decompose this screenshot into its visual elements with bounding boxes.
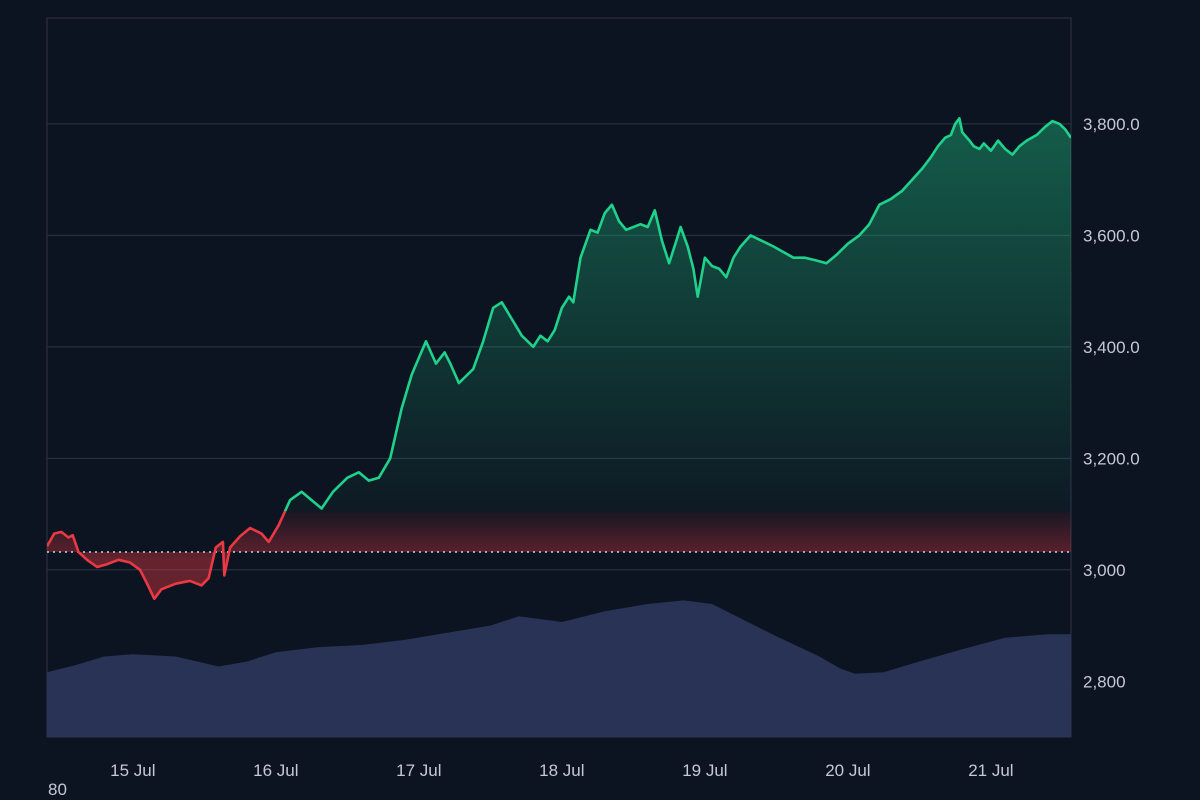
y-tick-label-2: 3,200.0 [1083,449,1140,468]
price-area-fill [47,118,1071,599]
stray-axis-label: 80 [48,780,67,799]
price-line-down [47,511,287,601]
x-tick-label-0: 15 Jul [110,761,155,780]
y-axis: 2,800 3,000 3,200.0 3,400.0 3,600.0 3,800.0 [1083,115,1140,691]
price-line-up [283,117,1071,511]
x-tick-label-3: 18 Jul [539,761,584,780]
y-tick-label-5: 3,800.0 [1083,115,1140,134]
price-line [47,117,1071,601]
x-tick-label-6: 21 Jul [968,761,1013,780]
x-tick-label-1: 16 Jul [253,761,298,780]
x-tick-label-2: 17 Jul [396,761,441,780]
y-tick-label-1: 3,000 [1083,561,1126,580]
x-axis: 15 Jul 16 Jul 17 Jul 18 Jul 19 Jul 20 Jul 21 J… [110,761,1013,780]
volume-bars [47,600,1071,737]
y-tick-label-3: 3,400.0 [1083,338,1140,357]
x-tick-label-5: 20 Jul [825,761,870,780]
volume-area [47,600,1071,737]
x-tick-label-4: 19 Jul [682,761,727,780]
area-fill-below-baseline [47,511,1071,599]
y-tick-label-0: 2,800 [1083,672,1126,691]
y-tick-label-4: 3,600.0 [1083,226,1140,245]
